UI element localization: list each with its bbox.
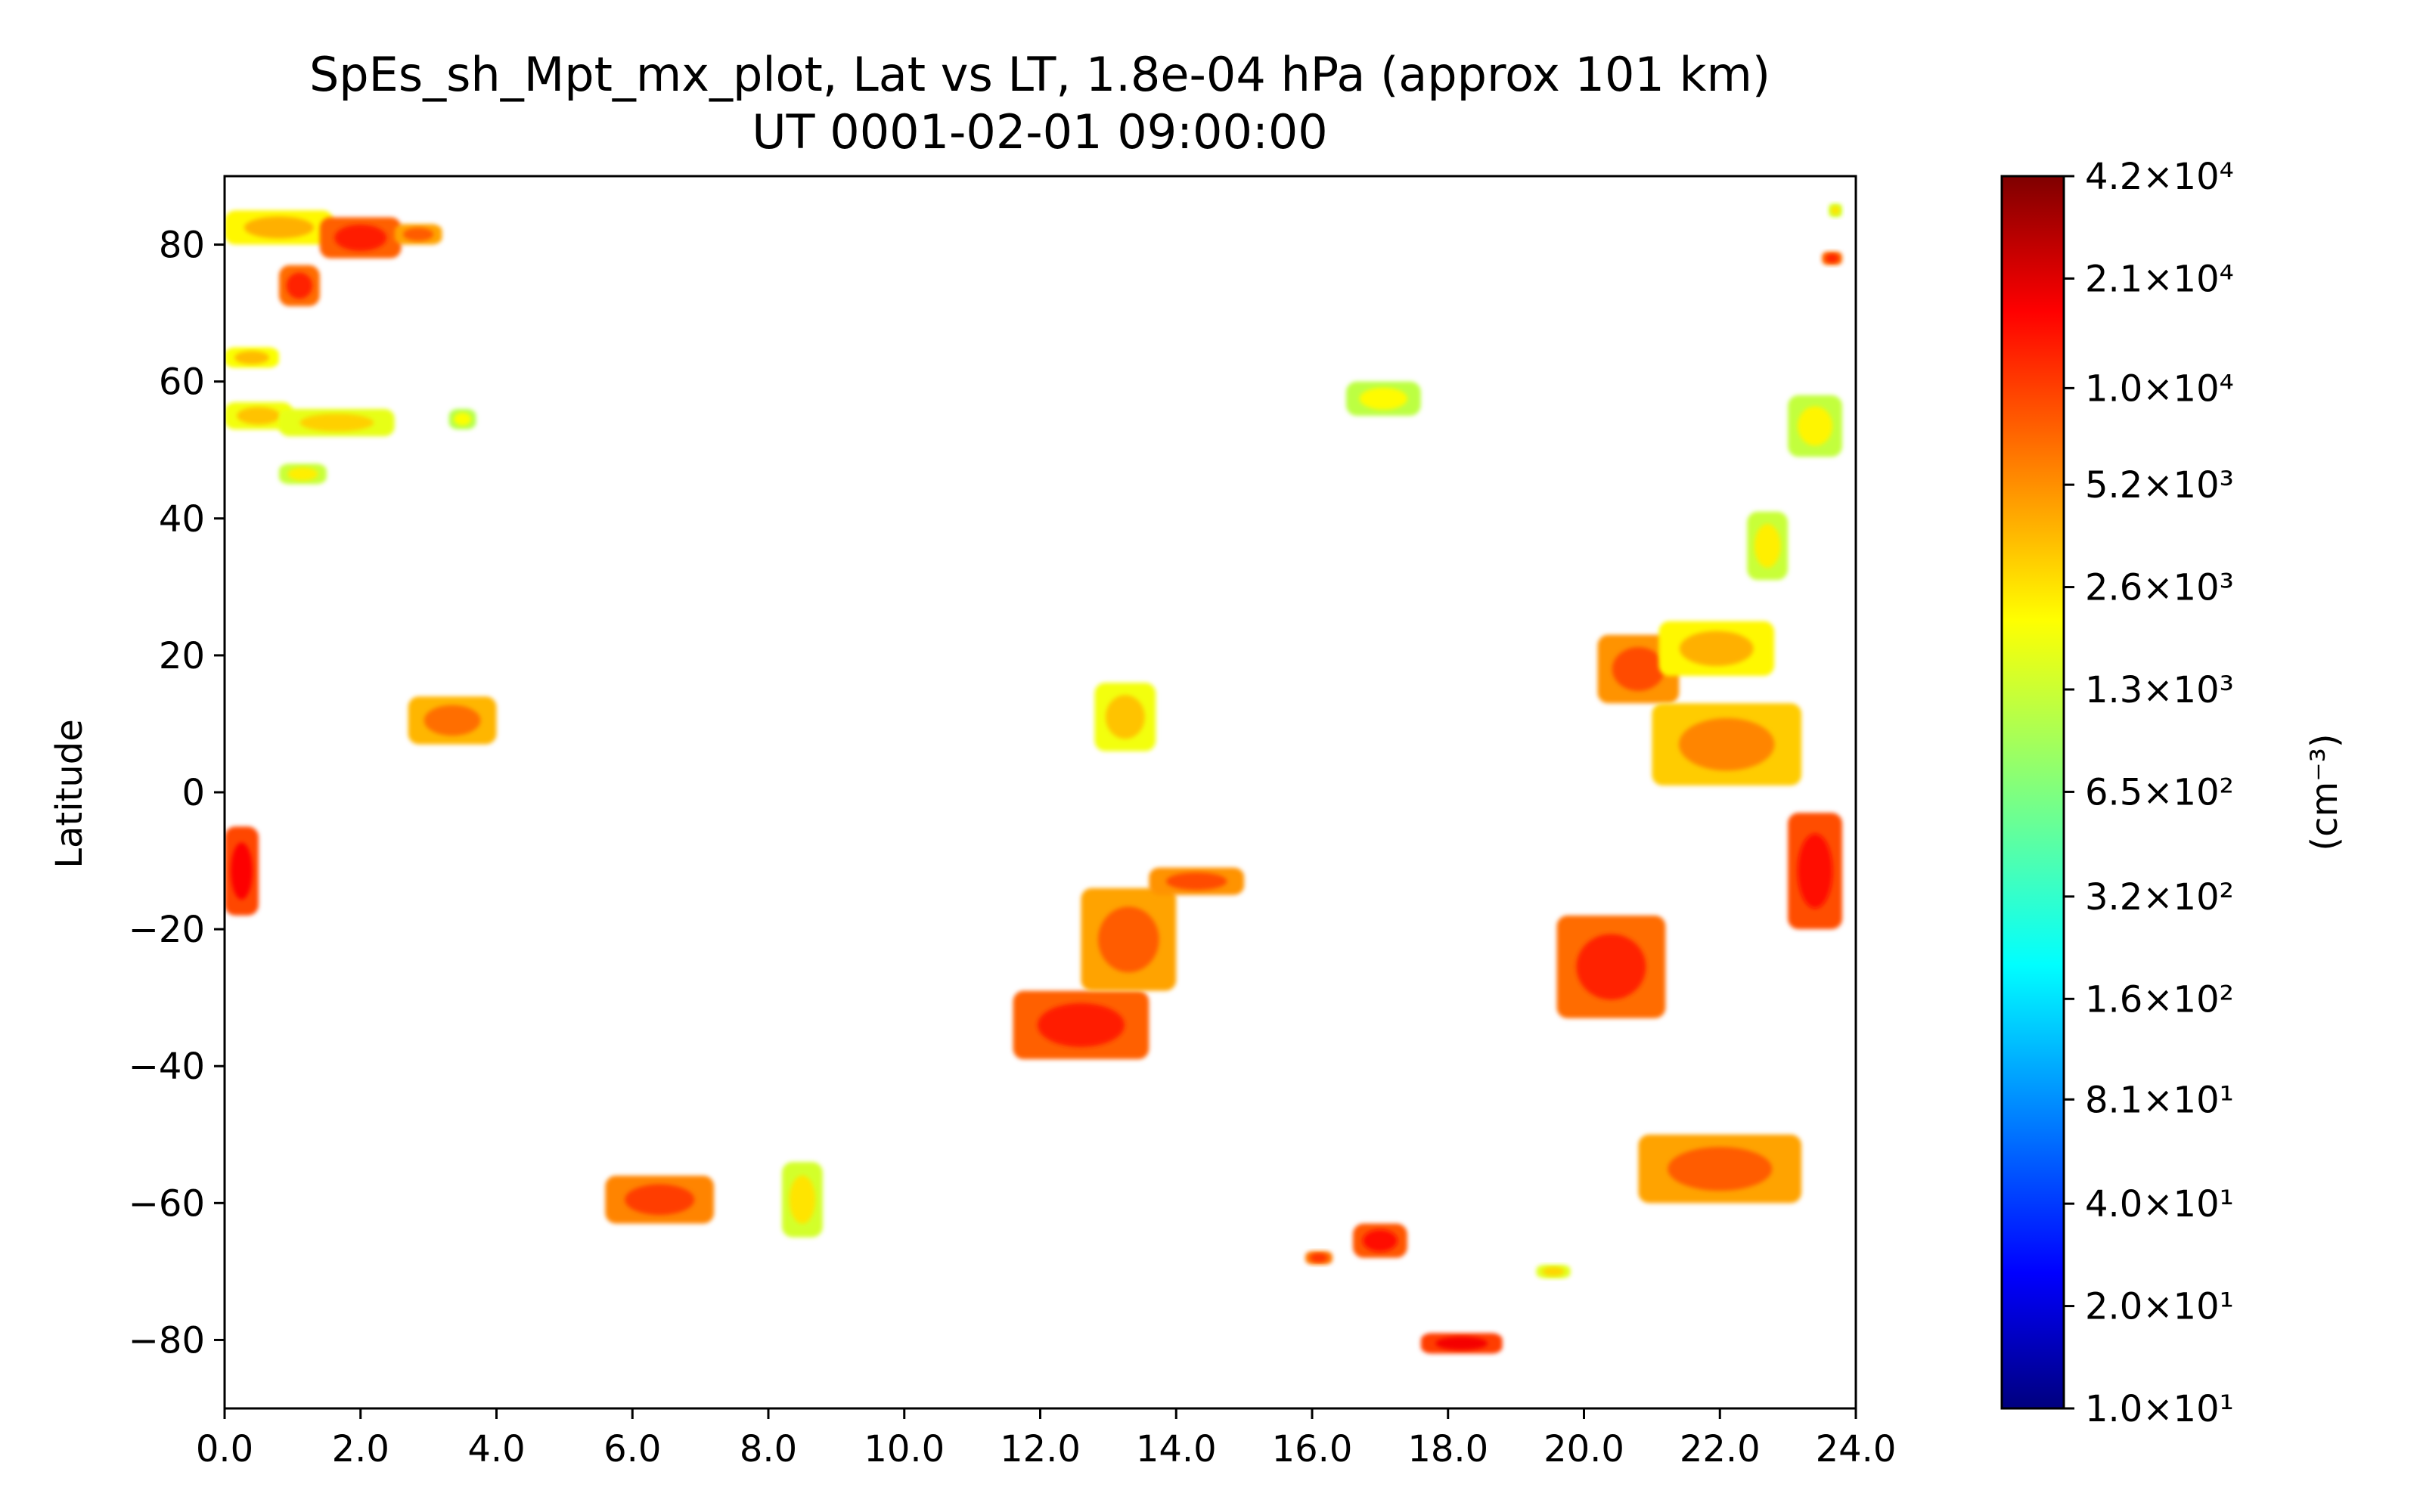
x-tick-label: 16.0 xyxy=(1272,1428,1353,1470)
x-tick-label: 24.0 xyxy=(1816,1428,1897,1470)
colorbar-tick-label: 1.0×10⁴ xyxy=(2085,367,2234,410)
heatmap-region-6 xyxy=(278,408,395,437)
heatmap-region-3 xyxy=(278,265,320,307)
x-tick-label: 2.0 xyxy=(332,1428,389,1470)
colorbar xyxy=(2000,175,2065,1410)
x-tick-label: 10.0 xyxy=(864,1428,945,1470)
heatmap-region-8 xyxy=(278,463,327,485)
y-tick-label: 60 xyxy=(159,361,205,404)
y-axis-label: Latitude xyxy=(48,719,91,869)
x-tick-label: 12.0 xyxy=(1000,1428,1081,1470)
heatmap-region-21 xyxy=(1536,1264,1571,1278)
heatmap-region-7 xyxy=(448,408,476,430)
heatmap-regions xyxy=(225,203,1843,1354)
heatmap-region-2 xyxy=(394,224,442,245)
heatmap-region-27 xyxy=(1788,813,1843,930)
colorbar-tick-label: 6.5×10² xyxy=(2085,771,2234,813)
x-tick-label: 14.0 xyxy=(1136,1428,1217,1470)
heatmap-region-28 xyxy=(1747,511,1789,581)
heatmap-region-11 xyxy=(605,1176,715,1224)
colorbar-tick-label: 3.2×10² xyxy=(2085,876,2234,919)
colorbar-tick-label: 2.6×10³ xyxy=(2085,567,2234,609)
chart-title: SpEs_sh_Mpt_mx_plot, Lat vs LT, 1.8e-04 … xyxy=(309,47,1770,102)
colorbar-tick-label: 1.6×10² xyxy=(2085,978,2234,1021)
y-tick-label: 20 xyxy=(159,635,205,677)
heatmap-region-17 xyxy=(1345,381,1421,416)
y-tick-label: −40 xyxy=(129,1046,205,1088)
heatmap-region-5 xyxy=(225,401,293,430)
y-tick-label: 40 xyxy=(159,498,205,541)
x-axis: 0.0 2.0 4.0 6.0 8.0 10.0 12.0 14.0 16.0 18.0 20.0 2… xyxy=(196,1408,1897,1470)
heatmap-region-1 xyxy=(319,217,402,259)
x-tick-label: 8.0 xyxy=(740,1428,797,1470)
colorbar-tick-label: 4.0×10¹ xyxy=(2085,1183,2234,1225)
heatmap-region-16 xyxy=(1094,683,1156,751)
heatmap-region-19 xyxy=(1305,1250,1333,1265)
colorbar-tick-label: 2.0×10¹ xyxy=(2085,1286,2234,1328)
x-tick-label: 20.0 xyxy=(1544,1428,1624,1470)
heatmap-region-15 xyxy=(1149,867,1245,895)
heatmap-region-12 xyxy=(781,1162,823,1238)
colorbar-ticks: 4.2×10⁴ 2.1×10⁴ 1.0×10⁴ 5.2×10³ 2.6×10³ 1.3×1… xyxy=(2064,156,2234,1430)
heatmap-region-14 xyxy=(1081,888,1177,991)
colorbar-tick-label: 2.1×10⁴ xyxy=(2085,258,2234,300)
heatmap-region-18 xyxy=(1352,1223,1407,1258)
x-tick-label: 18.0 xyxy=(1407,1428,1488,1470)
y-tick-label: −80 xyxy=(129,1319,205,1362)
y-tick-label: 80 xyxy=(159,225,205,267)
heatmap-region-10 xyxy=(225,826,259,916)
chart-subtitle: UT 0001-02-01 09:00:00 xyxy=(752,104,1327,160)
heatmap-region-0 xyxy=(225,210,334,245)
x-tick-label: 22.0 xyxy=(1680,1428,1761,1470)
heatmap-region-31 xyxy=(1829,203,1843,218)
heatmap-region-13 xyxy=(1013,990,1150,1060)
colorbar-tick-label: 5.2×10³ xyxy=(2085,464,2234,507)
x-tick-label: 0.0 xyxy=(196,1428,253,1470)
colorbar-tick-label: 8.1×10¹ xyxy=(2085,1079,2234,1121)
y-tick-label: 0 xyxy=(182,772,205,814)
heatmap-region-30 xyxy=(1822,251,1843,265)
heatmap-region-22 xyxy=(1556,916,1666,1018)
y-tick-label: −20 xyxy=(129,909,205,951)
x-tick-label: 4.0 xyxy=(467,1428,525,1470)
y-tick-label: −60 xyxy=(129,1182,205,1225)
heatmap-region-29 xyxy=(1788,395,1843,457)
heatmap-region-23 xyxy=(1638,1134,1802,1204)
colorbar-tick-label: 1.0×10¹ xyxy=(2085,1388,2234,1430)
heatmap-region-26 xyxy=(1652,703,1802,785)
colorbar-tick-label: 4.2×10⁴ xyxy=(2085,156,2234,198)
colorbar-tick-label: 1.3×10³ xyxy=(2085,669,2234,711)
colorbar-label: (cm⁻³) xyxy=(2304,733,2346,850)
heatmap-region-20 xyxy=(1420,1333,1503,1354)
heatmap-region-9 xyxy=(408,696,497,745)
heatmap-region-25 xyxy=(1658,621,1775,677)
plot-frame xyxy=(223,175,1857,1410)
y-axis: 80 60 40 20 0 −20 −40 −60 −80 xyxy=(129,225,225,1362)
x-tick-label: 6.0 xyxy=(603,1428,661,1470)
heatmap-region-4 xyxy=(225,347,279,368)
